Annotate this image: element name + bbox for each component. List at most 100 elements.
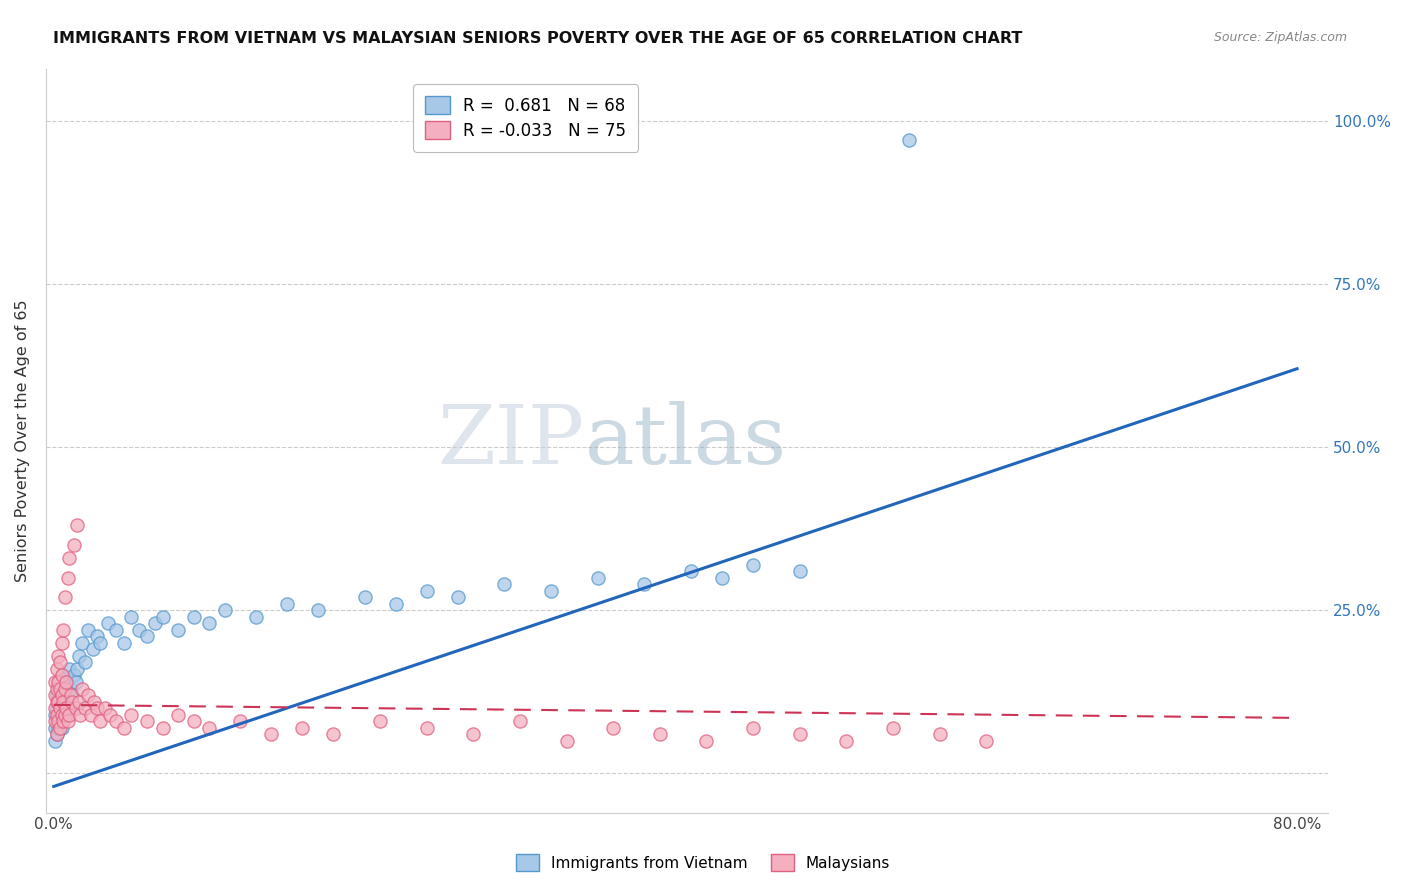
Point	[48, 695, 70, 709]
Point	[229, 714, 252, 728]
Point	[53, 707, 76, 722]
Point	[49, 701, 72, 715]
Point	[45, 727, 67, 741]
Point	[86, 629, 108, 643]
Point	[143, 616, 166, 631]
Point	[167, 623, 190, 637]
Point	[53, 681, 76, 696]
Point	[45, 662, 67, 676]
Point	[45, 695, 67, 709]
Point	[48, 675, 70, 690]
Point	[70, 681, 93, 696]
Point	[51, 688, 73, 702]
Point	[65, 675, 87, 690]
Point	[416, 583, 439, 598]
Point	[49, 681, 72, 696]
Point	[44, 721, 66, 735]
Point	[555, 733, 578, 747]
Point	[82, 642, 104, 657]
Point	[69, 707, 91, 722]
Point	[80, 707, 103, 722]
Text: atlas: atlas	[585, 401, 786, 481]
Point	[60, 688, 83, 702]
Point	[602, 721, 624, 735]
Point	[353, 590, 375, 604]
Legend: Immigrants from Vietnam, Malaysians: Immigrants from Vietnam, Malaysians	[510, 848, 896, 877]
Point	[104, 623, 127, 637]
Point	[51, 668, 73, 682]
Point	[633, 577, 655, 591]
Point	[152, 721, 174, 735]
Point	[51, 707, 73, 722]
Point	[56, 714, 79, 728]
Point	[45, 714, 67, 728]
Point	[48, 675, 70, 690]
Point	[59, 681, 82, 696]
Point	[49, 721, 72, 735]
Point	[48, 648, 70, 663]
Point	[128, 623, 150, 637]
Point	[112, 636, 135, 650]
Point	[260, 727, 283, 741]
Point	[214, 603, 236, 617]
Point	[167, 707, 190, 722]
Point	[55, 675, 77, 690]
Point	[136, 714, 159, 728]
Point	[66, 518, 89, 533]
Point	[112, 721, 135, 735]
Point	[44, 688, 66, 702]
Point	[60, 695, 83, 709]
Point	[51, 688, 73, 702]
Point	[48, 695, 70, 709]
Point	[98, 707, 121, 722]
Point	[51, 707, 73, 722]
Point	[55, 707, 77, 722]
Point	[152, 609, 174, 624]
Point	[48, 707, 70, 722]
Point	[73, 701, 96, 715]
Point	[44, 675, 66, 690]
Point	[52, 714, 75, 728]
Point	[742, 558, 765, 572]
Point	[52, 675, 75, 690]
Point	[52, 623, 75, 637]
Point	[53, 701, 76, 715]
Point	[104, 714, 127, 728]
Point	[58, 701, 80, 715]
Point	[77, 688, 100, 702]
Point	[183, 714, 205, 728]
Point	[49, 656, 72, 670]
Point	[882, 721, 904, 735]
Point	[45, 727, 67, 741]
Point	[742, 721, 765, 735]
Point	[835, 733, 858, 747]
Text: ZIP: ZIP	[437, 401, 585, 481]
Point	[45, 701, 67, 715]
Point	[136, 629, 159, 643]
Text: IMMIGRANTS FROM VIETNAM VS MALAYSIAN SENIORS POVERTY OVER THE AGE OF 65 CORRELAT: IMMIGRANTS FROM VIETNAM VS MALAYSIAN SEN…	[53, 31, 1022, 46]
Point	[49, 714, 72, 728]
Point	[58, 551, 80, 566]
Point	[49, 701, 72, 715]
Point	[51, 721, 73, 735]
Point	[53, 681, 76, 696]
Point	[897, 133, 920, 147]
Point	[66, 662, 89, 676]
Text: Source: ZipAtlas.com: Source: ZipAtlas.com	[1213, 31, 1347, 45]
Point	[55, 675, 77, 690]
Point	[89, 636, 111, 650]
Point	[63, 538, 86, 552]
Point	[86, 701, 108, 715]
Point	[94, 701, 117, 715]
Point	[276, 597, 298, 611]
Point	[59, 688, 82, 702]
Point	[63, 668, 86, 682]
Point	[183, 609, 205, 624]
Point	[89, 714, 111, 728]
Point	[291, 721, 314, 735]
Point	[51, 636, 73, 650]
Point	[53, 590, 76, 604]
Point	[45, 681, 67, 696]
Point	[120, 609, 142, 624]
Point	[789, 727, 811, 741]
